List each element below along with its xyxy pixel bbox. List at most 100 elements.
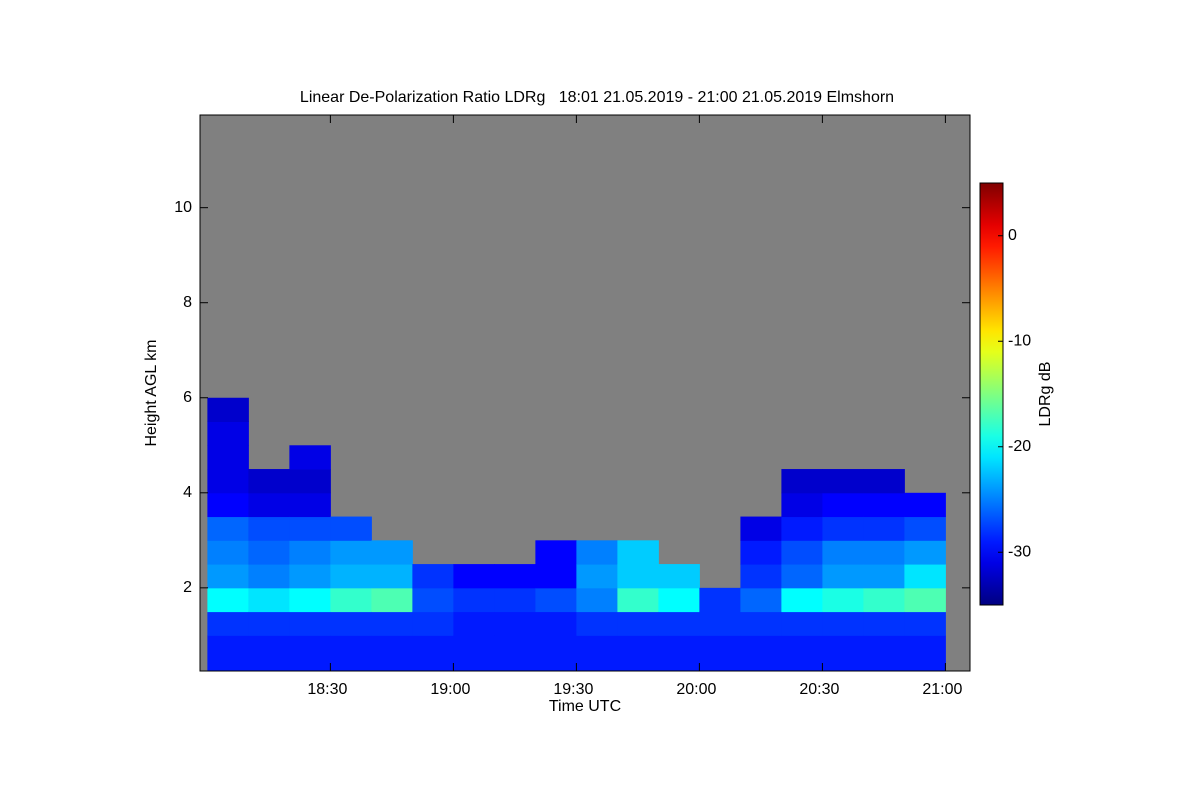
x-axis-label: Time UTC <box>549 698 621 715</box>
heatmap-cell <box>781 611 823 636</box>
heatmap-cell <box>535 564 577 589</box>
x-tick-label: 20:00 <box>676 681 716 698</box>
heatmap-cell <box>781 635 823 672</box>
heatmap-cell <box>740 587 782 613</box>
heatmap-cell <box>822 516 864 541</box>
heatmap-cell <box>576 564 618 589</box>
heatmap-cell <box>453 611 495 636</box>
heatmap-cell <box>289 445 331 470</box>
heatmap-cell <box>904 611 946 636</box>
heatmap-cell <box>781 469 823 494</box>
heatmap-cell <box>822 540 864 565</box>
heatmap-cell <box>330 587 372 613</box>
heatmap-cell <box>207 469 249 494</box>
x-tick-label: 18:30 <box>307 681 347 698</box>
heatmap-cell <box>781 540 823 565</box>
heatmap-cell <box>289 587 331 613</box>
y-tick-label: 8 <box>183 294 192 311</box>
heatmap-cell <box>863 564 905 589</box>
heatmap-cell <box>248 564 290 589</box>
heatmap-cell <box>822 587 864 613</box>
heatmap-cell <box>453 564 495 589</box>
heatmap-cell <box>494 611 536 636</box>
heatmap-cell <box>781 492 823 518</box>
heatmap-cell <box>576 587 618 613</box>
y-axis-label: Height AGL km <box>143 339 160 446</box>
heatmap-cell <box>412 611 454 636</box>
heatmap-cell <box>248 516 290 541</box>
x-tick-label: 20:30 <box>799 681 839 698</box>
heatmap-cell <box>453 635 495 672</box>
heatmap-cell <box>822 492 864 518</box>
heatmap-cell <box>207 611 249 636</box>
heatmap-cell <box>699 611 741 636</box>
x-tick-label: 19:30 <box>553 681 593 698</box>
heatmap-cell <box>248 587 290 613</box>
heatmap-cell <box>330 540 372 565</box>
heatmap-cell <box>617 564 659 589</box>
heatmap-cell <box>330 564 372 589</box>
heatmap-cell <box>330 611 372 636</box>
heatmap-cell <box>822 469 864 494</box>
heatmap-cell <box>289 635 331 672</box>
heatmap-cell <box>863 492 905 518</box>
x-tick-label: 21:00 <box>922 681 962 698</box>
heatmap-cell <box>207 492 249 518</box>
y-tick-label: 6 <box>183 389 192 406</box>
heatmap-cell <box>658 587 700 613</box>
heatmap-cell <box>371 635 413 672</box>
heatmap-cell <box>207 587 249 613</box>
heatmap-cell <box>822 635 864 672</box>
heatmap-cell <box>658 635 700 672</box>
heatmap-cell <box>904 587 946 613</box>
heatmap-cell <box>904 635 946 672</box>
heatmap-cell <box>576 635 618 672</box>
heatmap-cell <box>371 611 413 636</box>
chart-title: Linear De-Polarization Ratio LDRg 18:01 … <box>300 89 894 106</box>
y-tick-label: 2 <box>183 579 192 596</box>
heatmap-cell <box>535 587 577 613</box>
heatmap-cell <box>863 635 905 672</box>
heatmap-cell <box>863 587 905 613</box>
heatmap-cell <box>658 564 700 589</box>
heatmap-cell <box>207 635 249 672</box>
y-tick-label: 10 <box>174 199 192 216</box>
heatmap-cell <box>617 587 659 613</box>
heatmap-cell <box>822 611 864 636</box>
heatmap-cell <box>863 516 905 541</box>
heatmap-cell <box>289 540 331 565</box>
heatmap-cell <box>904 564 946 589</box>
heatmap-cell <box>781 564 823 589</box>
heatmap-cell <box>699 587 741 613</box>
heatmap-cell <box>740 516 782 541</box>
heatmap-cell <box>576 611 618 636</box>
heatmap-cell <box>535 540 577 565</box>
x-tick-label: 19:00 <box>430 681 470 698</box>
heatmap-cell <box>412 564 454 589</box>
heatmap-cell <box>740 540 782 565</box>
heatmap-cell <box>289 564 331 589</box>
heatmap-cell <box>248 469 290 494</box>
y-tick-label: 4 <box>183 484 192 501</box>
heatmap-cell <box>781 587 823 613</box>
heatmap-cell <box>904 492 946 518</box>
heatmap-cell <box>904 540 946 565</box>
heatmap-cell <box>904 516 946 541</box>
heatmap-cell <box>289 469 331 494</box>
heatmap-cell <box>207 421 249 446</box>
colorbar-tick-label: -20 <box>1008 438 1031 455</box>
plot-frame <box>199 114 971 672</box>
heatmap-cell <box>371 540 413 565</box>
heatmap-cell <box>617 635 659 672</box>
heatmap-cell <box>207 540 249 565</box>
heatmap-cell <box>330 635 372 672</box>
heatmap-cell <box>863 469 905 494</box>
heatmap-cell <box>617 540 659 565</box>
heatmap-cell <box>248 540 290 565</box>
heatmap-cell <box>412 635 454 672</box>
heatmap-cell <box>494 635 536 672</box>
heatmap-cell <box>535 635 577 672</box>
heatmap-cell <box>371 587 413 613</box>
heatmap-cell <box>289 611 331 636</box>
